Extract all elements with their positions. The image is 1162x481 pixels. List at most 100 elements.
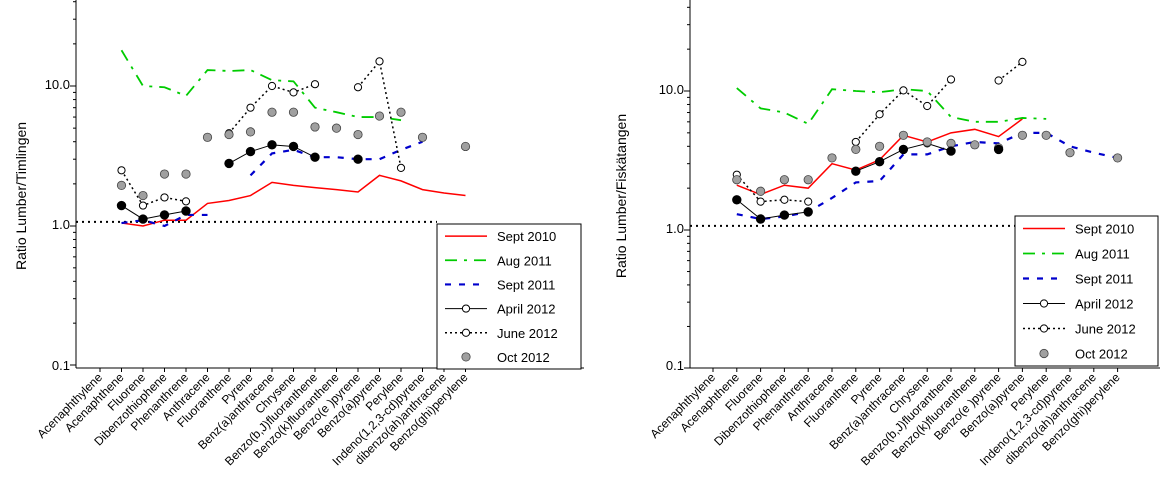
series-april-2012	[117, 140, 363, 224]
chart-fiskatangen: Ratio Lumber/Fiskätangen 0.1 1.0 10.0 Ac…	[613, 0, 1160, 468]
legend-marker-oct-2012	[461, 352, 471, 362]
data-point-oct-2012	[922, 137, 932, 147]
data-point-filled	[181, 206, 191, 216]
series-sept-2011	[121, 140, 423, 228]
data-point-filled	[946, 146, 956, 156]
data-point-oct-2012	[732, 175, 742, 185]
data-point-filled	[116, 200, 127, 211]
series-line-sept-2011	[121, 213, 208, 228]
data-point-filled	[245, 146, 256, 157]
data-point-filled	[851, 166, 861, 176]
series-line-june-2012	[357, 59, 402, 169]
legend-label-sept-2010: Sept 2010	[1075, 222, 1134, 237]
series-line-sept-2010	[121, 174, 466, 227]
data-point-oct-2012	[851, 144, 861, 155]
y-tick-label: 1.0	[666, 221, 684, 236]
data-point-oct-2012	[181, 169, 191, 179]
series-line-aug-2011	[736, 87, 1047, 126]
data-point-oct-2012	[267, 107, 277, 117]
series-line-june-2012	[998, 61, 1023, 82]
data-point-filled	[224, 158, 234, 169]
data-point-oct-2012	[874, 141, 885, 151]
data-point-filled	[159, 210, 170, 220]
legend-label-aug-2011: Aug 2011	[497, 253, 552, 268]
data-point-filled	[803, 207, 813, 217]
legend-marker-april-2012	[1039, 299, 1049, 308]
data-point-june-2012	[851, 137, 860, 147]
series-june-2012	[117, 57, 406, 210]
legend: Sept 2010 Aug 2011 Sept 2011 April 2012 June…	[1014, 215, 1159, 367]
series-line-april-2012	[121, 205, 187, 220]
series-sept-2011	[736, 131, 1118, 221]
data-point-june-2012	[1018, 57, 1027, 66]
data-point-oct-2012	[417, 132, 428, 142]
data-point-oct-2012	[224, 129, 234, 140]
data-point-oct-2012	[460, 141, 471, 152]
series-line-april-2012	[736, 199, 809, 220]
data-point-filled	[755, 214, 766, 224]
data-point-filled	[874, 157, 885, 167]
legend-marker-april-2012	[461, 304, 471, 313]
data-point-june-2012	[923, 101, 932, 111]
data-point-filled	[898, 144, 909, 155]
y-axis-label: Ratio Lumber/Timlingen	[13, 122, 29, 270]
data-point-oct-2012	[1017, 130, 1028, 140]
series-aug-2011	[736, 87, 1047, 126]
data-point-june-2012	[267, 81, 277, 91]
data-point-filled	[310, 152, 320, 162]
data-point-filled	[993, 144, 1004, 155]
legend-label-oct-2012: Oct 2012	[497, 350, 550, 365]
data-point-oct-2012	[970, 140, 980, 150]
data-point-oct-2012	[1113, 153, 1123, 163]
legend-box	[436, 223, 582, 370]
series-line-sept-2011	[736, 131, 1118, 221]
data-point-june-2012	[875, 110, 884, 119]
data-point-june-2012	[310, 80, 320, 89]
y-tick-label: 1.0	[52, 217, 70, 232]
data-point-oct-2012	[779, 175, 790, 185]
y-axis-label: Ratio Lumber/Fiskätangen	[613, 114, 629, 278]
data-point-filled	[779, 210, 790, 220]
data-point-oct-2012	[138, 190, 148, 201]
series-line-june-2012	[120, 169, 187, 207]
data-point-june-2012	[289, 88, 298, 97]
data-point-oct-2012	[331, 123, 342, 133]
data-point-filled	[732, 195, 742, 205]
data-point-june-2012	[804, 197, 813, 206]
legend-label-aug-2011: Aug 2011	[1075, 247, 1130, 262]
data-point-june-2012	[756, 197, 765, 206]
legend-label-april-2012: April 2012	[1075, 297, 1134, 312]
data-point-oct-2012	[755, 186, 766, 196]
series-line-aug-2011	[120, 49, 402, 122]
legend: Sept 2010 Aug 2011 Sept 2011 April 2012 June…	[436, 223, 582, 370]
data-point-filled	[138, 214, 148, 224]
data-point-oct-2012	[827, 153, 837, 163]
series-line-sept-2011	[249, 140, 423, 177]
data-point-june-2012	[396, 163, 406, 173]
legend-label-june-2012: June 2012	[497, 326, 558, 341]
data-point-oct-2012	[1041, 130, 1051, 140]
y-tick-label: 0.1	[666, 358, 684, 373]
data-point-oct-2012	[898, 130, 909, 140]
data-point-oct-2012	[374, 111, 385, 121]
data-point-oct-2012	[159, 169, 170, 179]
legend-label-april-2012: April 2012	[497, 302, 556, 317]
series-aug-2011	[120, 49, 402, 122]
data-point-june-2012	[994, 76, 1003, 85]
chart-timlingen: Ratio Lumber/Timlingen 0.1 1.0 10.0 Acen…	[13, 0, 584, 468]
legend-label-sept-2011: Sept 2011	[497, 277, 555, 292]
series-line-sept-2010	[736, 118, 1023, 196]
data-point-oct-2012	[288, 107, 299, 117]
data-point-june-2012	[138, 201, 148, 210]
data-point-oct-2012	[245, 127, 256, 137]
data-point-june-2012	[899, 86, 908, 95]
data-point-oct-2012	[310, 122, 320, 132]
data-point-filled	[353, 154, 363, 164]
data-point-oct-2012	[946, 138, 956, 148]
legend-label-sept-2010: Sept 2010	[497, 229, 556, 244]
series-sept-2010	[121, 174, 466, 227]
data-point-oct-2012	[396, 107, 406, 117]
data-point-june-2012	[353, 83, 363, 92]
y-tick-label: 10.0	[659, 82, 684, 97]
